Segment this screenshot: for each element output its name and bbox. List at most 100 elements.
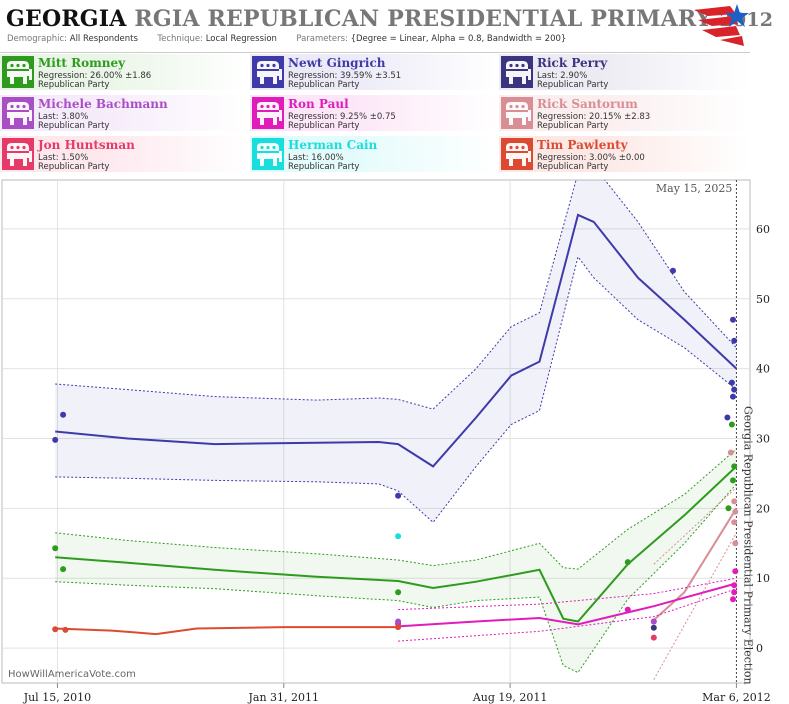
- legend-candidate-stat: Last: 2.90%: [537, 71, 588, 81]
- parameters-value: {Degree = Linear, Alpha = 0.8, Bandwidth…: [350, 34, 567, 44]
- watermark: HowWillAmericaVote.com: [8, 669, 136, 680]
- newt-gingrich-upper-bound: [55, 180, 737, 410]
- tim-pawlenty-trend-line: [55, 626, 399, 636]
- title-state: GEORGIA: [6, 6, 127, 32]
- legend-card-ron-paul[interactable]: Ron Paul Regression: 9.25% ±0.75 Republica…: [250, 95, 497, 131]
- title-rest: RGIA REPUBLICAN PRESIDENTIAL PRIMARY: [134, 6, 712, 32]
- legend-candidate-name: Mitt Romney: [38, 56, 126, 70]
- mitt-romney-upper-bound: [55, 448, 737, 570]
- legend-candidate-stat: Regression: 3.00% ±0.00: [537, 153, 645, 163]
- legend-candidate-party: Republican Party: [288, 162, 360, 172]
- ron-paul-poll-point: [731, 582, 738, 589]
- mitt-romney-poll-point: [731, 463, 738, 470]
- rick-santorum-poll-point: [732, 508, 739, 515]
- elephant-icon: [252, 97, 284, 129]
- series-layer: [52, 180, 739, 680]
- newt-gingrich-lower-bound: [55, 255, 737, 524]
- newt-gingrich-poll-point: [60, 411, 67, 418]
- chart-svg: Jul 15, 2010 Jan 31, 2011 Aug 19, 2011 Mar …: [1, 179, 771, 704]
- y-tick-label: 60: [756, 223, 770, 236]
- page-title: GEORGIA RGIA REPUBLICAN PRESIDENTIAL PRI…: [6, 6, 773, 32]
- legend-candidate-name: Tim Pawlenty: [537, 138, 628, 152]
- legend-card-michele-bachmann[interactable]: Michele Bachmann Last: 3.80% Republican Pa…: [0, 95, 248, 131]
- elephant-icon: [2, 56, 34, 88]
- legend-card-jon-huntsman[interactable]: Jon Huntsman Last: 1.50% Republican Party: [0, 136, 248, 172]
- legend-candidate-stat: Regression: 9.25% ±0.75: [288, 112, 396, 122]
- newt-gingrich-poll-point: [724, 414, 731, 421]
- legend-candidate-party: Republican Party: [537, 80, 609, 90]
- tim-pawlenty-poll-point: [52, 626, 59, 633]
- x-tick-label: Jan 31, 2011: [247, 691, 319, 704]
- flag-star-logo: [694, 4, 749, 46]
- parameters-line: Demographic: All Respondents Technique: …: [7, 34, 566, 44]
- herman-cain-poll-point: [395, 533, 402, 540]
- rick-santorum-upper-bound: [653, 487, 737, 565]
- legend-candidate-stat: Last: 16.00%: [288, 153, 344, 163]
- elephant-icon: [252, 138, 284, 170]
- elephant-icon: [2, 97, 34, 129]
- legend-candidate-name: Rick Santorum: [537, 97, 638, 111]
- demographic-label: Demographic:: [7, 34, 68, 44]
- rick-santorum-poll-point: [731, 498, 738, 505]
- newt-gingrich-confidence-band: [55, 180, 737, 523]
- elephant-icon: [501, 56, 533, 88]
- rick-perry-poll-point: [650, 624, 657, 631]
- legend-candidate-party: Republican Party: [537, 162, 609, 172]
- legend-candidate-party: Republican Party: [288, 80, 360, 90]
- legend: Mitt Romney Regression: 26.00% ±1.86 Repub…: [0, 54, 789, 176]
- legend-candidate-name: Jon Huntsman: [38, 138, 135, 152]
- mitt-romney-poll-point: [725, 505, 732, 512]
- elephant-icon: [252, 56, 284, 88]
- legend-card-herman-cain[interactable]: Herman Cain Last: 16.00% Republican Party: [250, 136, 497, 172]
- mitt-romney-poll-point: [395, 589, 402, 596]
- ron-paul-lower-bound: [398, 588, 737, 642]
- header: GEORGIA RGIA REPUBLICAN PRESIDENTIAL PRI…: [0, 0, 773, 53]
- mitt-romney-poll-point: [624, 559, 631, 566]
- parameters-label: Parameters:: [296, 34, 348, 44]
- newt-gingrich-trend-line: [55, 213, 738, 468]
- newt-gingrich-poll-point: [730, 393, 736, 400]
- rick-santorum-lower-bound: [653, 532, 737, 680]
- legend-card-newt-gingrich[interactable]: Newt Gingrich Regression: 39.59% ±3.51 Rep…: [250, 54, 497, 90]
- newt-gingrich-poll-point: [395, 492, 402, 499]
- michele-bachmann-poll-point: [650, 618, 657, 625]
- rick-santorum-poll-point: [727, 449, 734, 456]
- y-tick-label: 10: [756, 572, 770, 585]
- mitt-romney-poll-point: [52, 545, 59, 552]
- newt-gingrich-poll-point: [728, 379, 735, 386]
- ron-paul-poll-point: [730, 596, 736, 603]
- legend-card-tim-pawlenty[interactable]: Tim Pawlenty Regression: 3.00% ±0.00 Repub…: [499, 136, 749, 172]
- legend-candidate-party: Republican Party: [38, 121, 110, 131]
- elephant-icon: [2, 138, 34, 170]
- tim-pawlenty-poll-point: [395, 624, 402, 631]
- legend-card-mitt-romney[interactable]: Mitt Romney Regression: 26.00% ±1.86 Repub…: [0, 54, 248, 90]
- demographic-value: All Respondents: [69, 34, 138, 44]
- rick-santorum-poll-point: [731, 519, 738, 526]
- newt-gingrich-poll-point: [670, 267, 676, 274]
- election-label: Georgia Republican Presidential Primary …: [741, 406, 754, 685]
- legend-card-rick-santorum[interactable]: Rick Santorum Regression: 20.15% ±2.83 Rep…: [499, 95, 749, 131]
- elephant-icon: [501, 138, 533, 170]
- mitt-romney-poll-point: [728, 421, 735, 428]
- legend-candidate-stat: Regression: 26.00% ±1.86: [38, 71, 152, 81]
- mitt-romney-confidence-band: [55, 449, 737, 673]
- legend-candidate-stat: Regression: 20.15% ±2.83: [537, 112, 651, 122]
- y-tick-label: 20: [756, 502, 770, 515]
- legend-candidate-name: Newt Gingrich: [288, 56, 386, 70]
- technique-label: Technique:: [157, 34, 204, 44]
- chart-area: Jul 15, 2010 Jan 31, 2011 Aug 19, 2011 Mar …: [0, 178, 789, 704]
- y-tick-label: 30: [756, 432, 770, 445]
- legend-card-rick-perry[interactable]: Rick Perry Last: 2.90% Republican Party: [499, 54, 749, 90]
- newt-gingrich-poll-point: [730, 316, 736, 323]
- y-tick-label: 40: [756, 363, 770, 376]
- legend-candidate-party: Republican Party: [38, 162, 110, 172]
- legend-candidate-party: Republican Party: [38, 80, 110, 90]
- legend-candidate-stat: Regression: 39.59% ±3.51: [288, 71, 402, 81]
- legend-candidate-name: Rick Perry: [537, 56, 608, 70]
- newt-gingrich-poll-point: [731, 386, 738, 393]
- date-note: May 15, 2025: [656, 182, 733, 195]
- rick-santorum-poll-point: [732, 540, 739, 547]
- legend-candidate-name: Michele Bachmann: [38, 97, 168, 111]
- mitt-romney-poll-point: [730, 477, 736, 484]
- legend-candidate-party: Republican Party: [537, 121, 609, 131]
